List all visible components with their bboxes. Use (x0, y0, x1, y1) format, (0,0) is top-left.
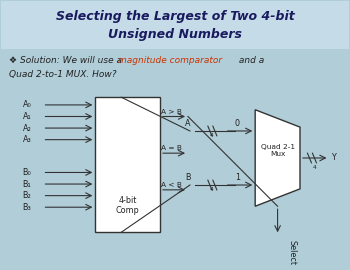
Text: B: B (185, 173, 190, 182)
Text: Quad 2-1
Mux: Quad 2-1 Mux (260, 144, 295, 157)
Text: A₃: A₃ (23, 135, 32, 144)
Polygon shape (255, 110, 300, 206)
Text: ❖ Solution: We will use a: ❖ Solution: We will use a (9, 56, 125, 65)
Text: magnitude comparator: magnitude comparator (118, 56, 222, 65)
Text: Quad 2-to-1 MUX. How?: Quad 2-to-1 MUX. How? (9, 70, 116, 79)
Text: Unsigned Numbers: Unsigned Numbers (108, 28, 242, 41)
Text: Select: Select (288, 240, 296, 265)
Text: and a: and a (236, 56, 264, 65)
Text: 4: 4 (210, 133, 214, 138)
Text: A > B: A > B (161, 109, 182, 115)
Text: Selecting the Largest of Two 4-bit: Selecting the Largest of Two 4-bit (56, 10, 294, 23)
Bar (95, 97, 160, 232)
Text: B₃: B₃ (23, 203, 32, 212)
Text: A₂: A₂ (23, 124, 32, 133)
Text: A₁: A₁ (23, 112, 32, 121)
Text: A < B: A < B (161, 182, 182, 188)
Bar (1, 1, 349, 49)
Text: B₂: B₂ (23, 191, 32, 200)
Text: A: A (185, 119, 190, 128)
Text: 4-bit
Comp: 4-bit Comp (116, 195, 140, 215)
Text: A₀: A₀ (23, 100, 32, 109)
Text: B₀: B₀ (23, 168, 32, 177)
Text: 0: 0 (235, 119, 240, 128)
Text: Y: Y (331, 153, 336, 163)
Text: 4: 4 (313, 165, 316, 170)
Text: 1: 1 (235, 173, 240, 182)
Text: B₁: B₁ (23, 180, 32, 188)
Text: A = B: A = B (161, 145, 182, 151)
Text: 4: 4 (210, 187, 214, 192)
